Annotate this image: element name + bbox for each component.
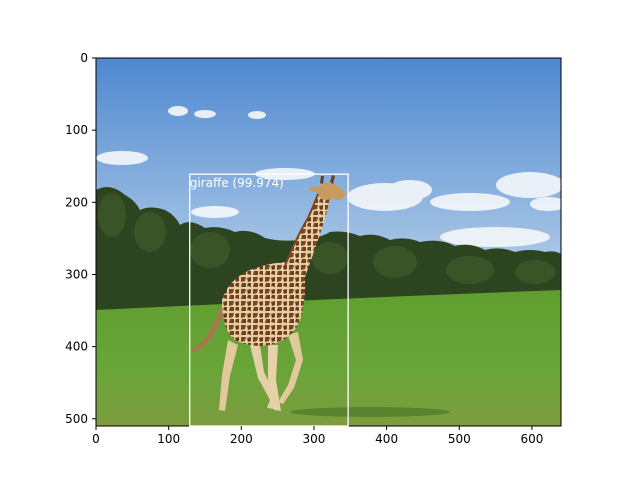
y-tick-label: 0 (80, 51, 88, 65)
x-tick-label: 300 (303, 432, 326, 446)
giraffe (190, 175, 346, 411)
x-tick-label: 200 (230, 432, 253, 446)
clouds (96, 106, 561, 247)
grass-shadow (290, 407, 450, 417)
y-tick-label: 200 (65, 195, 88, 209)
y-tick-label: 300 (65, 267, 88, 281)
x-tick-label: 400 (375, 432, 398, 446)
y-tick-label: 100 (65, 123, 88, 137)
y-tick-label: 500 (65, 412, 88, 426)
x-tick-label: 500 (448, 432, 471, 446)
detection-box: giraffe (99.974) (189, 173, 349, 427)
detection-label: giraffe (99.974) (190, 176, 284, 190)
x-axis: 0 100 200 300 400 500 600 (92, 426, 543, 446)
grass (96, 290, 561, 426)
y-tick-label: 400 (65, 340, 88, 354)
x-tick-label: 0 (92, 432, 100, 446)
x-tick-label: 100 (157, 432, 180, 446)
bounding-box (189, 173, 349, 427)
photo (96, 58, 561, 426)
tree-highlights (98, 193, 555, 284)
y-axis: 0 100 200 300 400 500 (65, 51, 96, 426)
x-tick-label: 600 (520, 432, 543, 446)
